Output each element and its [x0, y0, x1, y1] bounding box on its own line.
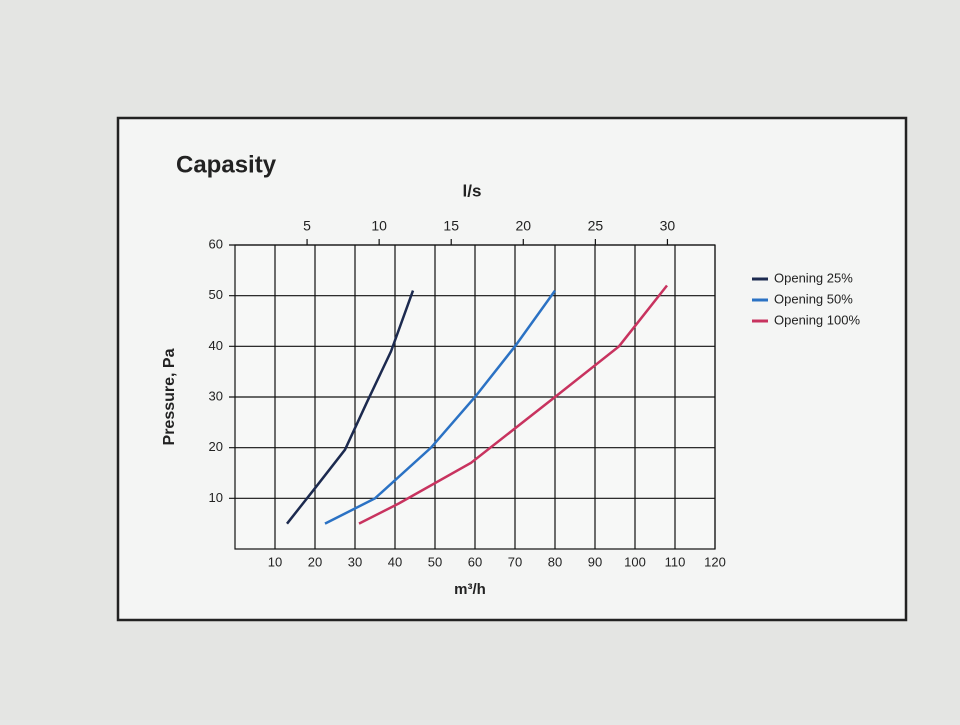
- line-series: [358, 284, 668, 525]
- x2-tick-label: 25: [588, 218, 604, 234]
- x2-tick-label: 20: [515, 218, 531, 234]
- x2-tick-label: 30: [660, 218, 676, 234]
- x-tick-label: 20: [308, 554, 322, 569]
- y-tick-label: 50: [209, 287, 223, 302]
- y-tick-label: 30: [209, 388, 223, 403]
- legend-label: Opening 25%: [774, 270, 853, 285]
- x-axis-title: m³/h: [454, 581, 486, 598]
- x2-tick-label: 15: [443, 218, 459, 234]
- x-tick-label: 40: [388, 554, 402, 569]
- x2-tick-label: 10: [371, 218, 387, 234]
- line-series: [324, 289, 557, 525]
- y-tick-label: 40: [209, 338, 223, 353]
- x-tick-label: 100: [624, 554, 646, 569]
- y-axis-title: Pressure, Pa: [161, 348, 178, 445]
- x-tick-label: 10: [268, 554, 282, 569]
- y-tick-label: 20: [209, 439, 223, 454]
- y-tick-label: 60: [209, 236, 223, 251]
- x-tick-label: 60: [468, 554, 482, 569]
- x2-axis-title: l/s: [463, 181, 482, 200]
- x2-tick-label: 5: [303, 218, 311, 234]
- x-tick-label: 30: [348, 554, 362, 569]
- x-tick-label: 50: [428, 554, 442, 569]
- line-series: [286, 290, 415, 525]
- x-tick-label: 120: [704, 554, 726, 569]
- x-tick-label: 90: [588, 554, 602, 569]
- legend-label: Opening 100%: [774, 312, 860, 327]
- x-tick-label: 80: [548, 554, 562, 569]
- chart-title: Capasity: [176, 151, 277, 178]
- x-tick-label: 70: [508, 554, 522, 569]
- y-tick-label: 10: [209, 490, 223, 505]
- legend-label: Opening 50%: [774, 291, 853, 306]
- x-tick-label: 110: [665, 554, 686, 569]
